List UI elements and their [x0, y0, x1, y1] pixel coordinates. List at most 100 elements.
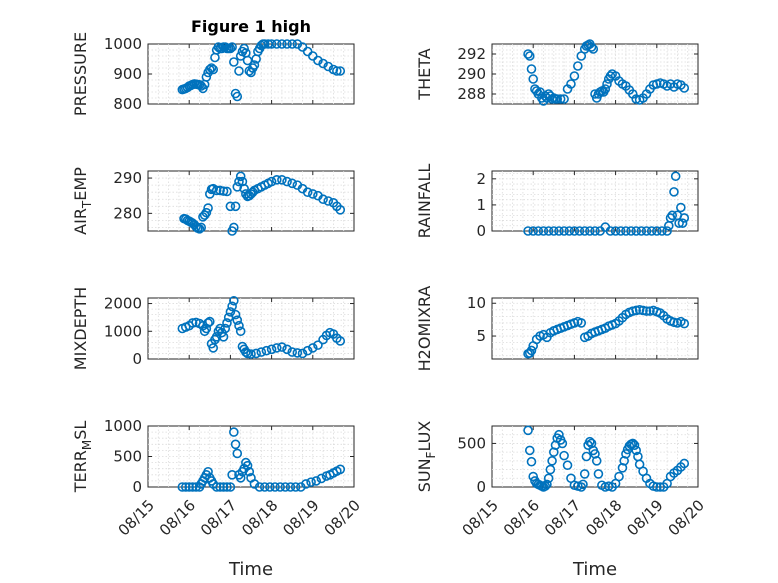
data-point	[271, 343, 282, 353]
panel-air-temp: 280 290 AIRTEMP	[71, 167, 355, 236]
data-point	[335, 66, 346, 76]
x-tick-label: 08/18	[582, 496, 625, 539]
data-point	[679, 458, 690, 469]
data-point	[543, 473, 554, 484]
data-point	[311, 476, 322, 486]
data-point	[282, 176, 292, 187]
panel-theta: 288 290 292 THETA	[415, 39, 699, 106]
data-point	[590, 226, 600, 236]
data-point	[282, 344, 292, 355]
data-point	[271, 175, 282, 185]
data-point	[538, 226, 549, 236]
data-point	[677, 218, 688, 228]
data-point	[230, 201, 241, 212]
data-point	[316, 473, 327, 484]
data-point	[232, 91, 243, 102]
y-axis-label: MIXDEPTH	[71, 287, 90, 370]
data-point	[526, 345, 537, 356]
data-point	[554, 429, 564, 440]
data-point	[215, 482, 225, 492]
data-point	[229, 295, 239, 306]
data-point	[201, 72, 212, 82]
data-point	[280, 482, 291, 492]
data-point	[180, 482, 191, 492]
y-tick-label: 0	[476, 478, 486, 496]
y-tick-label: 1000	[104, 417, 142, 435]
data-point	[285, 482, 296, 492]
data-point	[657, 226, 667, 236]
data-point	[244, 466, 255, 477]
data-point	[313, 55, 323, 66]
data-point	[211, 482, 222, 492]
data-point	[246, 67, 256, 78]
data-point	[651, 482, 662, 492]
data-point	[586, 42, 597, 52]
y-tick-label: 500	[113, 448, 142, 466]
data-point	[184, 482, 194, 492]
data-point	[241, 347, 251, 357]
x-tick-label: 08/15	[459, 496, 502, 539]
data-point	[547, 456, 557, 466]
data-point	[629, 440, 640, 450]
data-point	[271, 39, 282, 49]
data-point	[540, 481, 551, 491]
data-point	[187, 482, 198, 492]
data-point	[282, 39, 292, 49]
x-tick-label: 08/17	[541, 496, 584, 539]
plot-area	[147, 170, 355, 232]
data-point	[218, 482, 229, 492]
x-tick-label: 08/20	[665, 496, 708, 539]
data-point	[610, 226, 621, 236]
data-point	[669, 187, 679, 197]
data-point	[295, 482, 306, 492]
data-point	[290, 482, 301, 492]
data-point	[301, 479, 311, 489]
y-tick-label: 10	[467, 294, 486, 312]
data-point	[222, 318, 232, 328]
data-point	[332, 66, 342, 76]
panel-mixdepth: 0 1000 2000 MIXDEPTH	[71, 287, 355, 370]
y-tick-label: 280	[113, 204, 142, 222]
x-tick-label: 08/20	[321, 496, 364, 539]
data-point	[621, 449, 631, 459]
data-point	[581, 451, 592, 462]
data-point	[229, 222, 239, 233]
data-point	[557, 438, 568, 449]
y-tick-label: 290	[113, 169, 142, 187]
data-point	[225, 201, 236, 212]
data-point	[307, 189, 318, 199]
data-point	[302, 187, 313, 197]
data-point	[545, 464, 556, 475]
data-point	[249, 479, 260, 489]
y-tick-label: 1000	[104, 322, 142, 340]
data-point	[239, 43, 249, 54]
data-point	[277, 39, 287, 49]
y-tick-label: 0	[132, 350, 142, 368]
data-point	[211, 185, 222, 196]
data-point	[313, 340, 323, 350]
data-point	[225, 482, 236, 492]
y-axis-label: PRESSURE	[71, 32, 90, 116]
data-point	[335, 336, 346, 346]
data-point	[318, 58, 328, 69]
data-point	[259, 39, 270, 49]
x-axis-label-right: Time	[572, 559, 617, 580]
y-axis-label: TERRMSL	[71, 421, 94, 494]
data-point	[528, 74, 539, 84]
data-point	[621, 226, 631, 236]
data-point	[579, 469, 590, 479]
data-point	[235, 473, 246, 483]
y-tick-label: 500	[457, 434, 486, 452]
data-point	[614, 471, 624, 482]
data-point	[225, 43, 236, 54]
y-axis-label: AIRTEMP	[71, 167, 94, 235]
panel-rainfall: 0 1 2 RAINFALL	[415, 164, 699, 240]
data-point	[591, 456, 602, 466]
data-point	[323, 196, 334, 206]
x-tick-label: 08/19	[279, 496, 322, 539]
data-point	[234, 66, 244, 76]
data-point	[679, 213, 690, 223]
data-point	[266, 176, 277, 187]
data-point	[246, 349, 256, 359]
data-point	[187, 318, 198, 328]
